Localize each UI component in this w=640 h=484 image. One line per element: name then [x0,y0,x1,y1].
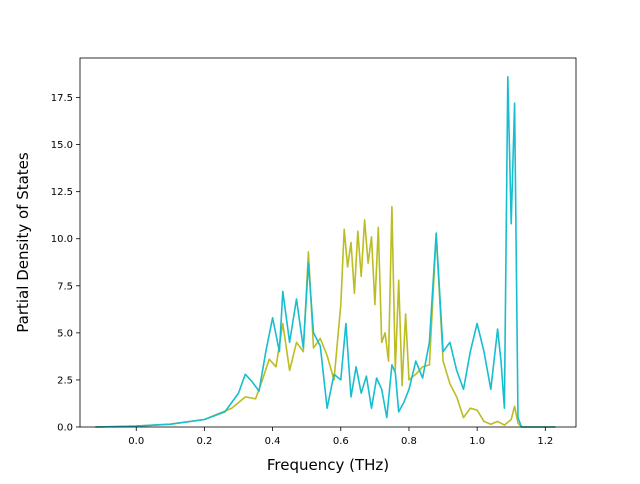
x-tick-label: 1.0 [469,436,485,447]
x-axis-ticks: 0.0 0.2 0.4 0.6 0.8 1.0 1.2 [128,427,553,447]
y-tick-label: 10.0 [51,234,73,245]
plot-frame [79,57,577,428]
series-line-1 [95,76,556,428]
y-tick-label: 15.0 [51,140,73,151]
x-tick-label: 0.6 [333,436,349,447]
x-tick-label: 0.4 [265,436,281,447]
y-tick-label: 2.5 [57,375,73,386]
series-layer [95,76,556,428]
x-tick-label: 0.0 [128,436,144,447]
x-axis-label: Frequency (THz) [267,456,389,474]
y-tick-label: 0.0 [57,423,73,434]
x-tick-label: 1.2 [537,436,553,447]
x-tick-label: 0.2 [196,436,212,447]
y-tick-label: 12.5 [51,187,73,198]
y-tick-label: 7.5 [57,281,73,292]
y-axis-label: Partial Density of States [14,152,32,333]
y-axis-ticks: 0.0 2.5 5.0 7.5 10.0 12.5 15.0 17.5 [51,93,80,434]
y-tick-label: 17.5 [51,93,73,104]
y-tick-label: 5.0 [57,328,73,339]
x-tick-label: 0.8 [401,436,417,447]
